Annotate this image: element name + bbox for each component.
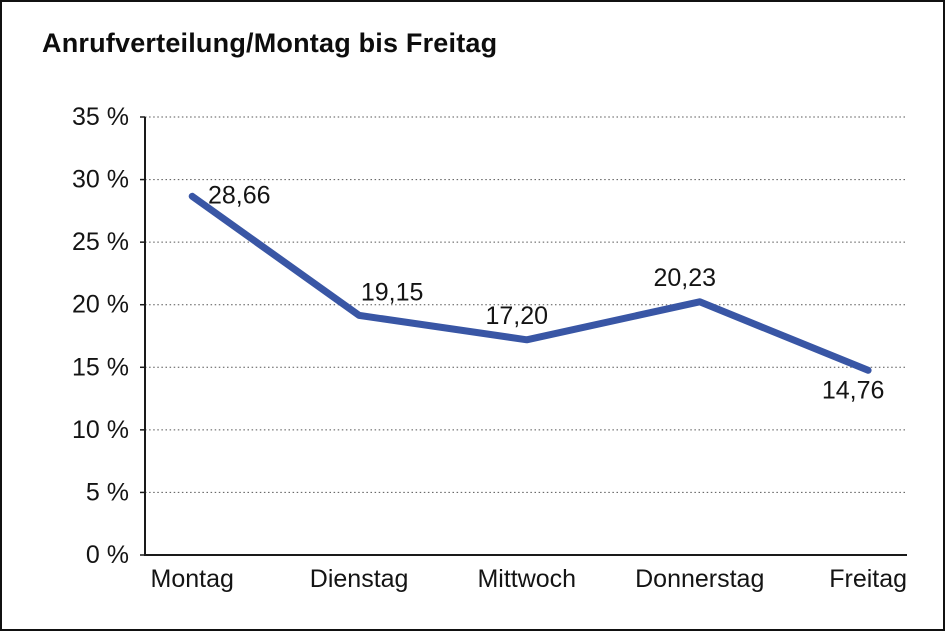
x-category-label: Montag bbox=[151, 565, 234, 593]
data-line bbox=[188, 192, 872, 374]
y-tick-label: 15 % bbox=[72, 353, 129, 381]
y-tick-label: 5 % bbox=[86, 478, 129, 506]
y-tick-label: 20 % bbox=[72, 291, 129, 319]
y-tick-label: 25 % bbox=[72, 228, 129, 256]
y-tick-label: 10 % bbox=[72, 416, 129, 444]
x-category-label: Donnerstag bbox=[635, 565, 764, 593]
y-tick-label: 35 % bbox=[72, 103, 129, 131]
y-tick-label: 0 % bbox=[86, 541, 129, 569]
data-point-label: 17,20 bbox=[485, 302, 548, 330]
data-point-label: 14,76 bbox=[822, 376, 885, 404]
x-category-label: Freitag bbox=[829, 565, 907, 593]
x-category-label: Mittwoch bbox=[477, 565, 576, 593]
chart-title: Anrufverteilung/Montag bis Freitag bbox=[42, 28, 498, 58]
data-point-label: 28,66 bbox=[208, 181, 271, 209]
x-category-label: Dienstag bbox=[310, 565, 409, 593]
y-tick-label: 30 % bbox=[72, 166, 129, 194]
data-point-label: 19,15 bbox=[361, 278, 424, 306]
data-point-label: 20,23 bbox=[653, 264, 716, 292]
